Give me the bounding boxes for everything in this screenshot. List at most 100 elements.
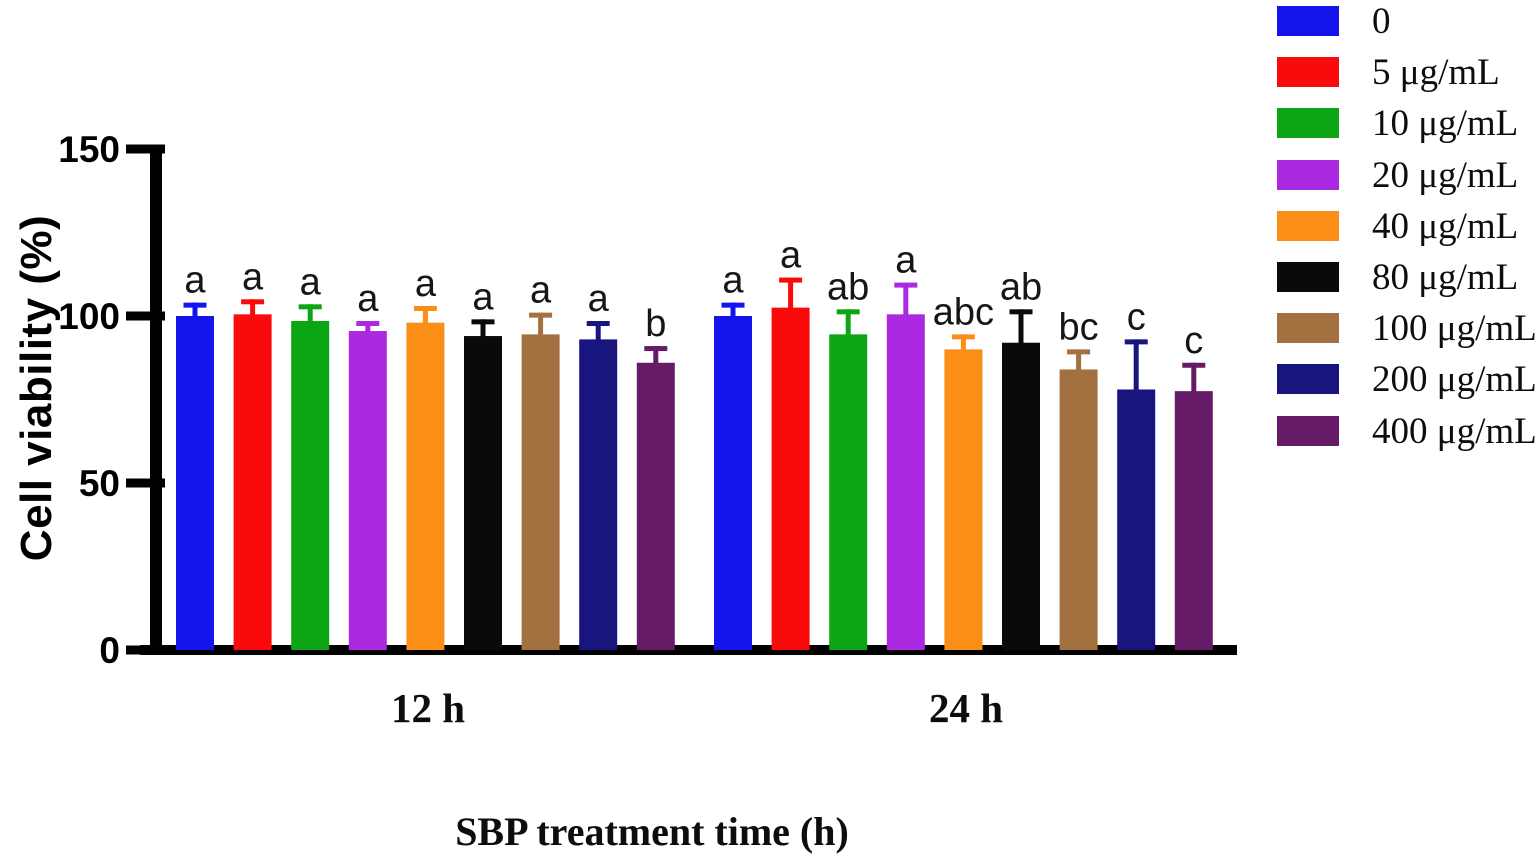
significance-letter: b <box>645 303 666 345</box>
error-bar-cap <box>836 309 860 315</box>
legend-item-10μg/mL: 10 μg/mL <box>1277 103 1518 144</box>
legend-item-40μg/mL: 40 μg/mL <box>1277 206 1518 247</box>
bar-12h-200μg/mL <box>579 339 618 650</box>
error-bar-cap <box>413 305 437 311</box>
y-axis-line <box>150 145 162 655</box>
bar-24h-100μg/mL <box>1059 369 1098 650</box>
significance-letter: a <box>184 260 206 302</box>
bar-24h-80μg/mL <box>1002 342 1040 650</box>
bar-12h-0 <box>176 316 214 650</box>
error-bar-stem <box>538 312 544 345</box>
significance-letter: a <box>415 263 437 305</box>
error-bar-stem <box>1133 339 1139 400</box>
bar-12h-400μg/mL <box>636 362 675 650</box>
legend-label: 80 μg/mL <box>1372 256 1519 298</box>
legend-label: 40 μg/mL <box>1372 205 1519 247</box>
y-axis-tick-label: 100 <box>58 296 120 337</box>
legend-swatch <box>1277 6 1339 36</box>
error-bars-layer <box>183 277 1206 402</box>
legend-swatch <box>1277 211 1339 241</box>
legend-item-20μg/mL: 20 μg/mL <box>1277 155 1518 196</box>
legend-swatch <box>1277 262 1339 292</box>
legend-label: 10 μg/mL <box>1372 102 1519 144</box>
error-bar-cap <box>644 346 668 352</box>
error-bar-stem <box>595 321 601 350</box>
significance-letter: a <box>357 278 379 320</box>
error-bar-stem <box>1018 309 1024 353</box>
significance-letter: a <box>588 278 610 320</box>
legend-swatch <box>1277 416 1339 446</box>
error-bar-cap <box>298 304 322 310</box>
bar-24h-20μg/mL <box>886 314 925 650</box>
error-bar-stem <box>845 309 851 345</box>
significance-letter: bc <box>1059 306 1099 348</box>
legend-item-80μg/mL: 80 μg/mL <box>1277 257 1518 298</box>
legend-label: 200 μg/mL <box>1372 358 1535 400</box>
x-axis <box>140 645 1237 655</box>
error-bar-cap <box>241 299 265 305</box>
error-bar-stem <box>730 302 736 326</box>
legend-swatch <box>1277 57 1339 87</box>
y-axis-tick <box>126 144 165 154</box>
significance-letter: ab <box>827 266 869 308</box>
error-bar-stem <box>307 304 313 332</box>
error-bar-stem <box>960 334 966 360</box>
legend-item-100μg/mL: 100 μg/mL <box>1277 308 1535 349</box>
legend: 0 5 μg/mL 10 μg/mL 20 μg/mL 40 μg/mL 80 μg/mL… <box>1277 1 1535 454</box>
significance-letter: a <box>722 260 744 302</box>
y-axis-title: Cell viability (%) <box>12 214 61 562</box>
error-bar-cap <box>471 319 495 325</box>
error-bar-stem <box>1191 362 1197 402</box>
error-bar-cap <box>529 312 553 318</box>
significance-letter: c <box>1184 320 1203 362</box>
error-bar-stem <box>192 302 198 326</box>
y-axis-tick <box>126 311 165 321</box>
error-bar-cap <box>721 302 745 308</box>
error-bar-stem <box>788 277 794 318</box>
x-group-label-24h: 24 h <box>928 685 1004 731</box>
legend-item-5μg/mL: 5 μg/mL <box>1277 52 1500 93</box>
significance-letter: a <box>472 276 494 318</box>
error-bar-cap <box>894 282 918 288</box>
bar-12h-20μg/mL <box>348 331 387 650</box>
significance-letter: a <box>895 240 917 282</box>
bar-12h-100μg/mL <box>521 334 560 650</box>
bar-24h-40μg/mL <box>944 349 983 650</box>
error-bar-cap <box>1009 309 1033 315</box>
bar-12h-80μg/mL <box>464 336 502 650</box>
bar-12h-40μg/mL <box>406 322 445 650</box>
legend-label: 400 μg/mL <box>1372 410 1535 452</box>
legend-label: 20 μg/mL <box>1372 154 1519 196</box>
significance-letter: abc <box>933 291 994 333</box>
bar-12h-10μg/mL <box>291 321 330 650</box>
error-bar-cap <box>1182 362 1206 368</box>
error-bar-stem <box>653 346 659 373</box>
y-axis-tick-label: 150 <box>58 129 120 170</box>
y-axis-tick-label: 50 <box>79 463 120 504</box>
error-bar-stem <box>250 299 256 325</box>
bar-24h-200μg/mL <box>1117 389 1156 650</box>
legend-swatch <box>1277 160 1339 190</box>
x-group-label-12h: 12 h <box>390 685 466 731</box>
legend-item-200μg/mL: 200 μg/mL <box>1277 359 1535 400</box>
error-bar-stem <box>365 321 371 342</box>
error-bar-cap <box>951 334 975 340</box>
error-bar-cap <box>586 321 610 327</box>
bar-24h-0 <box>714 316 752 650</box>
legend-swatch <box>1277 313 1339 343</box>
error-bar-cap <box>1124 339 1148 345</box>
error-bar-cap <box>1067 349 1091 355</box>
bar-24h-5μg/mL <box>771 307 810 650</box>
error-bar-stem <box>422 305 428 333</box>
legend-swatch <box>1277 108 1339 138</box>
y-axis-tick <box>126 478 165 488</box>
y-axis-tick-label: 0 <box>99 630 120 671</box>
significance-letter: a <box>242 256 264 298</box>
error-bar-stem <box>1076 349 1082 380</box>
x-axis-title: SBP treatment time (h) <box>455 809 849 854</box>
legend-item-400μg/mL: 400 μg/mL <box>1277 411 1535 452</box>
bars-layer <box>176 307 1213 650</box>
legend-item-0: 0 <box>1277 1 1391 42</box>
